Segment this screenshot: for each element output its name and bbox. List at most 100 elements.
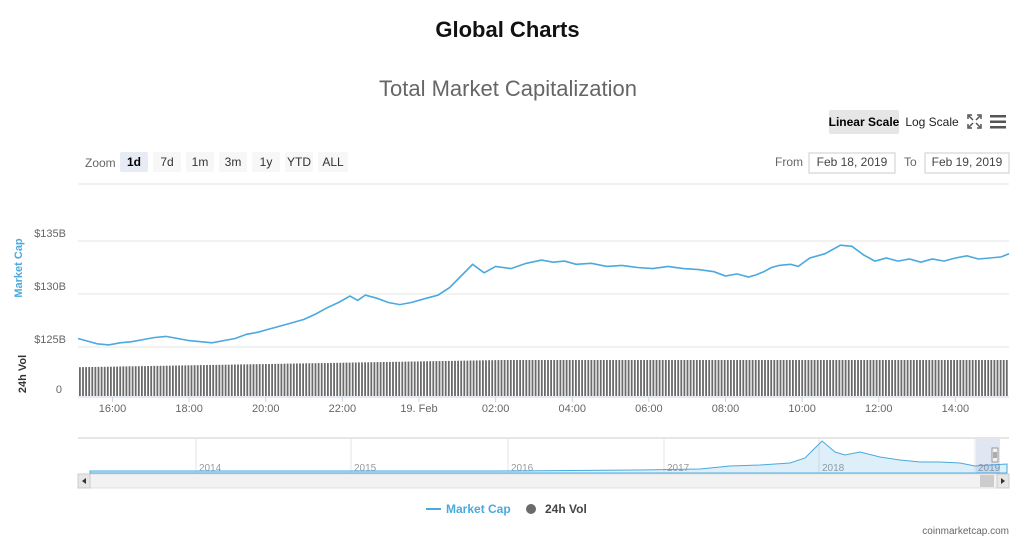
legend-item-market-cap[interactable]: Market Cap — [426, 502, 511, 516]
volume-bar — [509, 360, 512, 396]
volume-bar — [550, 360, 552, 396]
volume-bar — [478, 360, 481, 396]
volume-bar — [153, 365, 156, 396]
volume-bar — [376, 362, 379, 396]
scrollbar[interactable] — [77, 473, 1010, 489]
zoom-button-label: 1d — [127, 155, 141, 169]
volume-bar — [788, 360, 791, 396]
volume-bar — [838, 360, 841, 396]
volume-bar — [193, 365, 196, 396]
navigator-year-label: 2017 — [667, 463, 690, 474]
volume-bar — [612, 360, 614, 396]
volume-bar — [438, 361, 441, 396]
scroll-left-button[interactable] — [77, 473, 91, 489]
from-date-input[interactable]: Feb 18, 2019 — [808, 152, 896, 174]
volume-bar — [668, 360, 670, 396]
credit-link[interactable]: coinmarketcap.com — [922, 526, 1009, 537]
zoom-button-3m[interactable]: 3m — [219, 152, 247, 172]
volume-bar — [113, 366, 115, 396]
volume-bar — [974, 360, 977, 396]
volume-bar — [761, 360, 763, 396]
zoom-button-7d[interactable]: 7d — [153, 152, 181, 172]
volume-bar — [757, 360, 760, 396]
zoom-button-ytd[interactable]: YTD — [285, 152, 313, 172]
log-scale-button[interactable]: Log Scale — [903, 110, 961, 134]
volume-bar — [320, 363, 323, 396]
volume-bar — [726, 360, 729, 396]
volume-bar — [119, 366, 122, 396]
volume-bar — [792, 360, 794, 396]
navigator[interactable]: 2014 2015 2016 2017 2018 2019 — [78, 437, 1009, 474]
y-axis-ticks: $125B $130B $135B — [34, 228, 66, 346]
volume-bar — [364, 362, 366, 396]
x-tick-label: 04:00 — [558, 403, 586, 415]
volume-bar — [971, 360, 974, 396]
volume-bar — [683, 360, 686, 396]
navigator-year-label: 2015 — [354, 463, 377, 474]
volume-bar — [661, 360, 664, 396]
volume-bar — [187, 365, 190, 396]
log-scale-label: Log Scale — [905, 115, 959, 129]
volume-bar — [801, 360, 804, 396]
zoom-button-all[interactable]: ALL — [318, 152, 348, 172]
volume-bar — [395, 361, 397, 396]
volume-bar — [925, 360, 928, 396]
volume-bar — [643, 360, 645, 396]
volume-bar — [444, 361, 447, 396]
volume-bar — [649, 360, 652, 396]
scrollbar-thumb[interactable] — [980, 475, 994, 487]
volume-bar — [708, 360, 711, 396]
volume-bar — [137, 366, 140, 396]
volume-bar — [568, 360, 571, 396]
volume-bar — [156, 365, 159, 396]
zoom-button-1m[interactable]: 1m — [186, 152, 214, 172]
volume-bar — [869, 360, 872, 396]
volume-bar — [776, 360, 779, 396]
volume-bar — [144, 366, 146, 396]
navigator-handle[interactable] — [991, 447, 999, 463]
volume-bar — [953, 360, 955, 396]
volume-bar — [416, 361, 419, 396]
legend-item-24h-vol[interactable]: 24h Vol — [526, 502, 587, 516]
zoom-button-group: 1d 7d 1m 3m 1y YTD ALL — [120, 152, 348, 172]
volume-bar — [540, 360, 543, 396]
volume-bar — [931, 360, 934, 396]
volume-bar — [457, 360, 459, 396]
volume-bar — [296, 363, 298, 396]
volume-bar — [199, 365, 202, 396]
volume-bar — [894, 360, 897, 396]
volume-bar — [503, 360, 506, 396]
volume-bar — [872, 360, 875, 396]
zoom-button-1d[interactable]: 1d — [120, 152, 148, 172]
volume-bar — [274, 363, 277, 396]
volume-bar — [82, 367, 84, 396]
volume-bar — [141, 366, 143, 396]
volume-bar — [810, 360, 813, 396]
scroll-right-button[interactable] — [996, 473, 1010, 489]
volume-bar — [212, 364, 215, 396]
volume-bar — [283, 363, 286, 396]
y-axis-title: Market Cap — [13, 238, 25, 298]
volume-bar — [618, 360, 621, 396]
volume-bar — [565, 360, 568, 396]
volume-bar — [841, 360, 844, 396]
volume-bar — [782, 360, 785, 396]
volume-bar — [286, 363, 289, 396]
volume-zero-tick: 0 — [56, 384, 62, 396]
volume-bar — [730, 360, 732, 396]
linear-scale-button[interactable]: Linear Scale — [829, 110, 900, 134]
volume-bar — [909, 360, 912, 396]
volume-bar — [168, 365, 171, 396]
x-tick-label: 14:00 — [942, 403, 970, 415]
volume-bar — [621, 360, 624, 396]
x-tick-label: 22:00 — [329, 403, 357, 415]
zoom-button-1y[interactable]: 1y — [252, 152, 280, 172]
market-cap-line — [77, 244, 1010, 346]
volume-bar — [271, 363, 273, 396]
volume-bar — [116, 366, 118, 396]
volume-bar — [1002, 360, 1005, 396]
menu-icon[interactable] — [990, 115, 1006, 129]
to-date-input[interactable]: Feb 19, 2019 — [924, 152, 1010, 174]
volume-bar — [277, 363, 280, 396]
fullscreen-icon[interactable] — [967, 114, 982, 129]
